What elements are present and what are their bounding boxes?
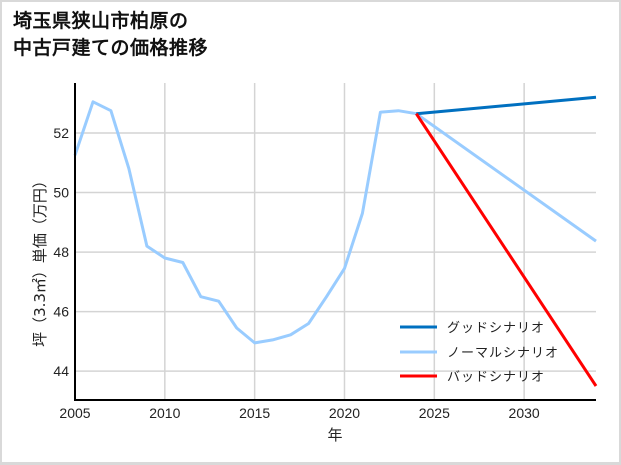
x-tick-label: 2010 [149, 405, 180, 421]
y-axis-title: 坪（3.3㎡）単価（万円） [31, 173, 49, 347]
legend-item-bad: バッドシナリオ [400, 370, 545, 385]
y-tick-label: 44 [53, 363, 69, 379]
legend-item-good: グッドシナリオ [400, 321, 545, 336]
series-line-good [416, 95, 597, 116]
chart-title: 埼玉県狭山市柏原の 中古戸建ての価格推移 [13, 8, 208, 62]
legend-label-normal: ノーマルシナリオ [447, 346, 559, 361]
chart-title-line2: 中古戸建ての価格推移 [13, 37, 209, 59]
x-tick-label: 2030 [509, 405, 540, 421]
legend-item-normal: ノーマルシナリオ [400, 346, 559, 361]
series-line-bad [415, 112, 598, 387]
legend-label-good: グッドシナリオ [447, 321, 545, 336]
x-tick-label: 2020 [329, 405, 360, 421]
y-tick-labels: 44 46 48 50 52 [53, 125, 69, 379]
chart-title-line1: 埼玉県狭山市柏原の [13, 10, 189, 32]
legend: グッドシナリオ ノーマルシナリオ バッドシナリオ [400, 321, 559, 385]
y-tick-label: 46 [53, 304, 69, 320]
x-tick-labels: 2005 2010 2015 2020 2025 2030 [59, 405, 539, 421]
data-series [73, 95, 598, 387]
x-axis-title: 年 [327, 426, 342, 444]
legend-label-bad: バッドシナリオ [447, 370, 545, 385]
x-tick-label: 2015 [239, 405, 270, 421]
series-line-normal [73, 100, 597, 345]
y-tick-label: 48 [53, 244, 69, 260]
y-tick-label: 52 [53, 125, 69, 141]
gridlines [75, 83, 596, 400]
x-tick-label: 2005 [59, 405, 90, 421]
x-tick-label: 2025 [419, 405, 450, 421]
y-tick-label: 50 [53, 185, 69, 201]
axes [74, 83, 596, 401]
